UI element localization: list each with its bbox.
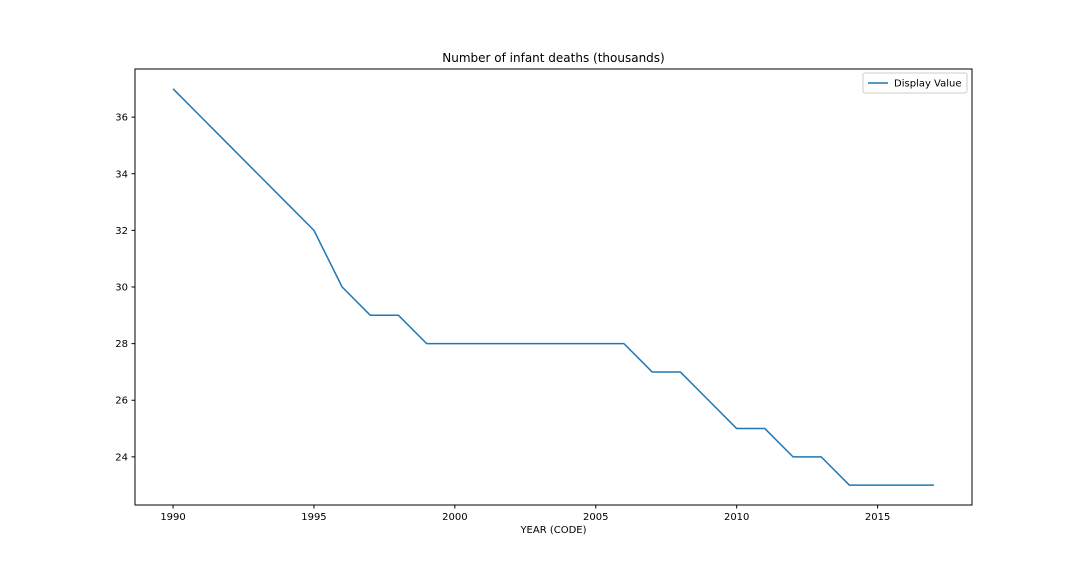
x-axis-ticks: 1990 1995 2000 2005 2010 2015 <box>160 505 890 523</box>
legend-label-display-value: Display Value <box>894 79 962 90</box>
x-tick-label: 1995 <box>301 512 326 523</box>
x-tick-label: 2015 <box>865 512 890 523</box>
x-tick-label: 1990 <box>160 512 185 523</box>
legend-box <box>862 72 968 94</box>
y-tick-label: 28 <box>115 339 128 350</box>
y-tick-label: 24 <box>115 452 128 463</box>
y-tick-label: 36 <box>115 113 128 124</box>
series-line-display-value <box>172 88 934 486</box>
x-tick-label: 2000 <box>442 512 467 523</box>
legend: Display Value <box>862 72 968 94</box>
chart-title: Number of infant deaths (thousands) <box>442 51 664 65</box>
x-tick-label: 2005 <box>583 512 608 523</box>
series-layer <box>172 88 934 486</box>
x-tick-label: 2010 <box>724 512 749 523</box>
y-tick-label: 34 <box>115 169 128 180</box>
plot-area-frame <box>134 68 973 506</box>
x-axis-label: YEAR (CODE) <box>519 525 586 536</box>
y-tick-label: 32 <box>115 226 128 237</box>
y-tick-label: 30 <box>115 283 128 294</box>
y-axis-ticks: 24 26 28 30 32 34 36 <box>115 113 135 463</box>
y-tick-label: 26 <box>115 396 128 407</box>
